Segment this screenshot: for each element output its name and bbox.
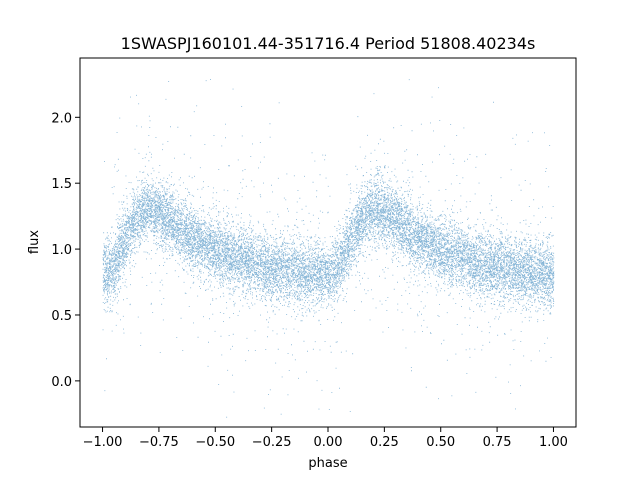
x-tick-label: 1.00 [539,435,568,450]
y-tick-label: 1.0 [51,243,72,258]
y-axis-label: flux [27,230,42,254]
x-axis-label: phase [308,456,347,471]
scatter-points [102,79,555,418]
chart-title: 1SWASPJ160101.44-351716.4 Period 51808.4… [121,34,536,53]
y-tick-label: 1.5 [51,177,72,192]
y-tick-label: 0.0 [51,375,72,390]
x-tick-label: 0.25 [370,435,399,450]
x-tick-label: −1.00 [83,435,123,450]
y-tick-label: 0.5 [51,309,72,324]
data-points [102,79,555,418]
x-tick-label: −0.25 [252,435,292,450]
x-tick-label: −0.75 [139,435,179,450]
x-tick-label: 0.00 [314,435,343,450]
x-tick-label: −0.50 [195,435,235,450]
x-tick-label: 0.75 [483,435,512,450]
y-axis-ticks: 0.0 0.5 1.0 1.5 2.0 [51,111,80,390]
y-tick-label: 2.0 [51,111,72,126]
x-tick-label: 0.50 [426,435,455,450]
x-axis-ticks: −1.00 −0.75 −0.50 −0.25 0.00 0.25 0.50 0.75 1.00 [83,427,568,450]
